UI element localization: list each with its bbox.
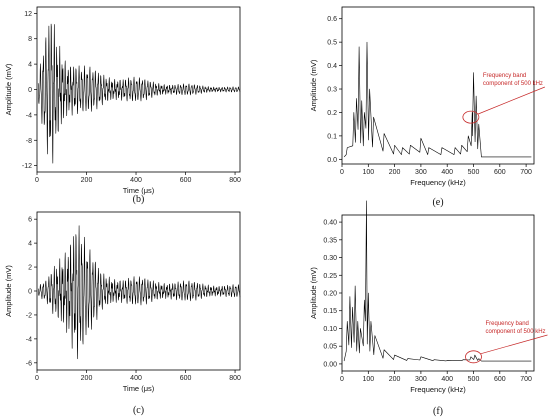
y-tick-label: 0.05 <box>323 344 337 351</box>
x-tick-label: 400 <box>441 376 453 383</box>
y-tick-label: 0.6 <box>327 16 337 23</box>
y-tick-label: 0.4 <box>327 63 337 70</box>
y-tick-label: -4 <box>26 336 32 343</box>
y-tick-label: 0.5 <box>327 40 337 47</box>
x-tick-label: 300 <box>415 376 427 383</box>
y-tick-label: 8 <box>28 36 32 43</box>
y-tick-label: 0.10 <box>323 326 337 333</box>
annotation-text: component of 500 kHz <box>486 329 546 335</box>
x-tick-label: 600 <box>494 169 506 176</box>
x-axis-label: Time (μs) <box>123 384 155 393</box>
series-line <box>343 200 532 362</box>
x-tick-label: 100 <box>362 169 374 176</box>
series-line <box>37 225 241 360</box>
y-tick-label: 4 <box>28 241 32 248</box>
y-tick-label: 0.2 <box>327 110 337 117</box>
y-axis-label: Amplitude (mV) <box>309 59 318 111</box>
x-axis-label: Frequency (kHz) <box>410 385 466 394</box>
x-tick-label: 200 <box>389 169 401 176</box>
annotation-text: Frequency band <box>483 73 526 79</box>
x-tick-label: 800 <box>229 177 241 184</box>
plot-frame <box>36 211 241 371</box>
x-tick-label: 200 <box>81 177 93 184</box>
chart-panel-c: 0 200 400 600 800 -6 -4 -2 0 2 4 6 Time (μs) Amplitud… <box>4 211 241 416</box>
y-tick-label: 0.40 <box>323 220 337 227</box>
y-tick-label: 0.30 <box>323 255 337 262</box>
x-tick-label: 400 <box>130 375 142 382</box>
y-tick-label: 0.15 <box>323 308 337 315</box>
y-tick-label: 0.1 <box>327 133 337 140</box>
annotation-leader <box>477 86 546 115</box>
y-axis-label: Amplitude (mV) <box>4 63 13 115</box>
series-line <box>343 41 532 158</box>
panel-label: (f) <box>433 406 443 417</box>
y-tick-label: 0.25 <box>323 273 337 280</box>
y-tick-label: 0.0 <box>327 157 337 164</box>
x-tick-label: 200 <box>81 375 93 382</box>
y-tick-label: 0 <box>28 289 32 296</box>
x-tick-label: 600 <box>180 177 192 184</box>
x-tick-label: 700 <box>520 376 532 383</box>
panel-label: (e) <box>432 197 443 208</box>
x-tick-label: 0 <box>340 169 344 176</box>
x-tick-label: 600 <box>180 375 192 382</box>
y-tick-label: 0.20 <box>323 291 337 298</box>
x-tick-label: 0 <box>35 375 39 382</box>
x-tick-label: 400 <box>130 177 142 184</box>
annotation-text: component of 500 kHz <box>483 81 543 87</box>
plot-frame <box>341 214 535 372</box>
y-axis-label: Amplitude (mV) <box>309 267 318 319</box>
x-tick-label: 100 <box>362 376 374 383</box>
x-tick-label: 0 <box>35 177 39 184</box>
x-tick-label: 500 <box>468 376 480 383</box>
x-tick-label: 700 <box>520 169 532 176</box>
x-tick-label: 800 <box>229 375 241 382</box>
y-tick-label: -8 <box>26 138 32 145</box>
y-tick-label: -6 <box>26 360 32 367</box>
y-tick-label: -12 <box>22 163 32 170</box>
x-tick-label: 500 <box>468 169 480 176</box>
chart-panel-f: 0 100 200 300 400 500 600 700 0.00 0.05 0.10 0.15 0.… <box>309 200 548 417</box>
plot-frame <box>341 6 535 165</box>
y-tick-label: 0.3 <box>327 87 337 94</box>
y-tick-label: 0.35 <box>323 237 337 244</box>
y-tick-label: 0.00 <box>323 361 337 368</box>
series-line <box>37 23 241 164</box>
x-axis-label: Time (μs) <box>123 186 155 195</box>
y-axis-label: Amplitude (mV) <box>4 265 13 317</box>
y-tick-label: -2 <box>26 312 32 319</box>
annotation-ellipse <box>462 110 480 124</box>
x-tick-label: 400 <box>441 169 453 176</box>
y-tick-label: 12 <box>24 11 32 18</box>
y-tick-label: 4 <box>28 62 32 69</box>
y-tick-label: 6 <box>28 217 32 224</box>
y-tick-label: -4 <box>26 112 32 119</box>
x-tick-label: 200 <box>389 376 401 383</box>
panel-label: (b) <box>133 194 145 205</box>
x-tick-label: 0 <box>340 376 344 383</box>
x-tick-label: 600 <box>494 376 506 383</box>
x-axis-label: Frequency (kHz) <box>410 178 466 187</box>
annotation-leader <box>480 334 548 355</box>
plot-frame <box>36 6 241 173</box>
annotation-ellipse <box>465 350 482 364</box>
panel-label: (c) <box>133 405 144 416</box>
y-tick-label: 0 <box>28 87 32 94</box>
x-tick-label: 300 <box>415 169 427 176</box>
y-tick-label: 2 <box>28 265 32 272</box>
chart-panel-e: 0 100 200 300 400 500 600 700 0.0 0.1 0.2 0.3 0.4 0.5… <box>309 6 546 208</box>
annotation-text: Frequency band <box>486 321 529 327</box>
chart-panel-b: 0 200 400 600 800 -12 -8 -4 0 4 8 12 Time (μs) Amplit… <box>4 6 241 205</box>
